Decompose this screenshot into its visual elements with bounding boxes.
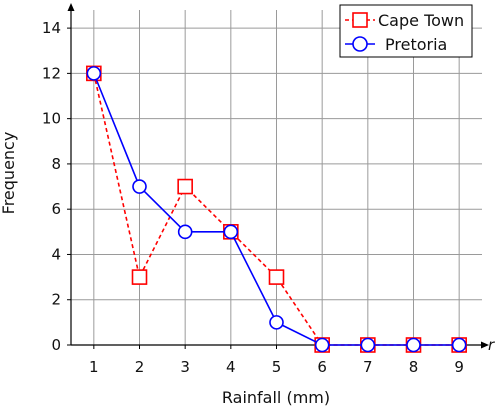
legend-item-cape-town: Cape Town — [345, 11, 464, 30]
legend-label-pretoria: Pretoria — [385, 35, 447, 54]
x-tick-label: 4 — [226, 358, 236, 376]
data-point-cape-town — [178, 180, 192, 194]
x-tick-label: 9 — [454, 358, 464, 376]
x-tick-label: 7 — [363, 358, 373, 376]
data-point-pretoria — [407, 339, 420, 352]
y-tick-label: 2 — [51, 291, 61, 309]
data-point-cape-town — [133, 270, 147, 284]
data-point-pretoria — [179, 225, 192, 238]
y-tick-label: 6 — [51, 200, 61, 218]
data-point-pretoria — [87, 67, 100, 80]
y-tick-label: 0 — [51, 336, 61, 354]
y-tick-label: 14 — [42, 19, 61, 37]
x-tick-label: 3 — [180, 358, 190, 376]
x-tick-label: 1 — [89, 358, 99, 376]
y-tick-labels: 0 2 4 6 8 10 12 14 — [42, 19, 61, 354]
legend-item-pretoria: Pretoria — [345, 35, 447, 54]
x-tick-label: 5 — [272, 358, 282, 376]
x-tick-label: 6 — [317, 358, 327, 376]
y-axis-label: Frequency — [0, 132, 18, 215]
data-point-cape-town — [270, 270, 284, 284]
data-point-pretoria — [453, 339, 466, 352]
legend-marker-square-icon — [353, 13, 367, 27]
y-tick-label: 8 — [51, 155, 61, 173]
y-tick-label: 10 — [42, 110, 61, 128]
legend: Cape Town Pretoria — [340, 5, 472, 57]
data-point-pretoria — [133, 180, 146, 193]
data-point-pretoria — [224, 225, 237, 238]
y-tick-label: 4 — [51, 245, 61, 263]
grid — [71, 10, 482, 345]
x-tick-labels: 1 2 3 4 5 6 7 8 9 — [89, 358, 464, 376]
y-tick-label: 12 — [42, 64, 61, 82]
y-axis-arrow-icon — [68, 3, 75, 11]
legend-label-cape-town: Cape Town — [378, 11, 464, 30]
data-point-pretoria — [316, 339, 329, 352]
x-tick-label: 8 — [409, 358, 419, 376]
legend-marker-circle-icon — [353, 37, 367, 51]
x-axis-end-label: r — [488, 336, 495, 354]
x-axis-label: Rainfall (mm) — [222, 388, 330, 407]
x-tick-label: 2 — [135, 358, 145, 376]
data-point-pretoria — [361, 339, 374, 352]
data-point-pretoria — [270, 316, 283, 329]
